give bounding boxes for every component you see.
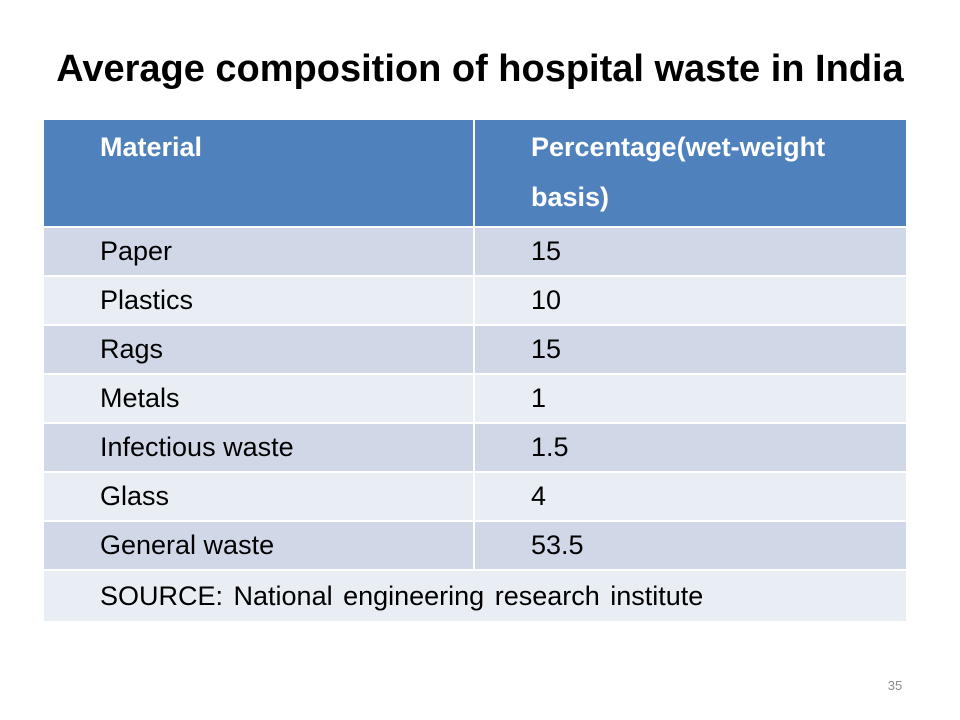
- source-row: SOURCE: National engineering research in…: [42, 569, 908, 623]
- page-number: 35: [887, 678, 903, 693]
- cell-percentage: 1.5: [473, 422, 908, 473]
- table-row: Infectious waste 1.5: [42, 422, 908, 473]
- cell-material: Plastics: [42, 275, 475, 326]
- source-citation: SOURCE: National engineering research in…: [42, 569, 908, 623]
- cell-percentage: 1: [473, 373, 908, 424]
- cell-material: Glass: [42, 471, 475, 522]
- table-row: General waste 53.5: [42, 520, 908, 571]
- cell-material: Paper: [42, 226, 475, 277]
- cell-material: Rags: [42, 324, 475, 375]
- table-header-row: Material Percentage(wet-weight basis): [42, 118, 908, 228]
- cell-percentage: 15: [473, 226, 908, 277]
- table-row: Metals 1: [42, 373, 908, 424]
- cell-percentage: 10: [473, 275, 908, 326]
- slide-title: Average composition of hospital waste in…: [56, 48, 904, 90]
- table-row: Glass 4: [42, 471, 908, 522]
- cell-material: Metals: [42, 373, 475, 424]
- table-row: Paper 15: [42, 226, 908, 277]
- table-row: Rags 15: [42, 324, 908, 375]
- header-material: Material: [42, 118, 475, 228]
- cell-percentage: 15: [473, 324, 908, 375]
- cell-percentage: 53.5: [473, 520, 908, 571]
- cell-material: Infectious waste: [42, 422, 475, 473]
- cell-percentage: 4: [473, 471, 908, 522]
- cell-material: General waste: [42, 520, 475, 571]
- header-percentage: Percentage(wet-weight basis): [473, 118, 908, 228]
- waste-composition-table: Material Percentage(wet-weight basis) Pa…: [42, 118, 908, 623]
- table-row: Plastics 10: [42, 275, 908, 326]
